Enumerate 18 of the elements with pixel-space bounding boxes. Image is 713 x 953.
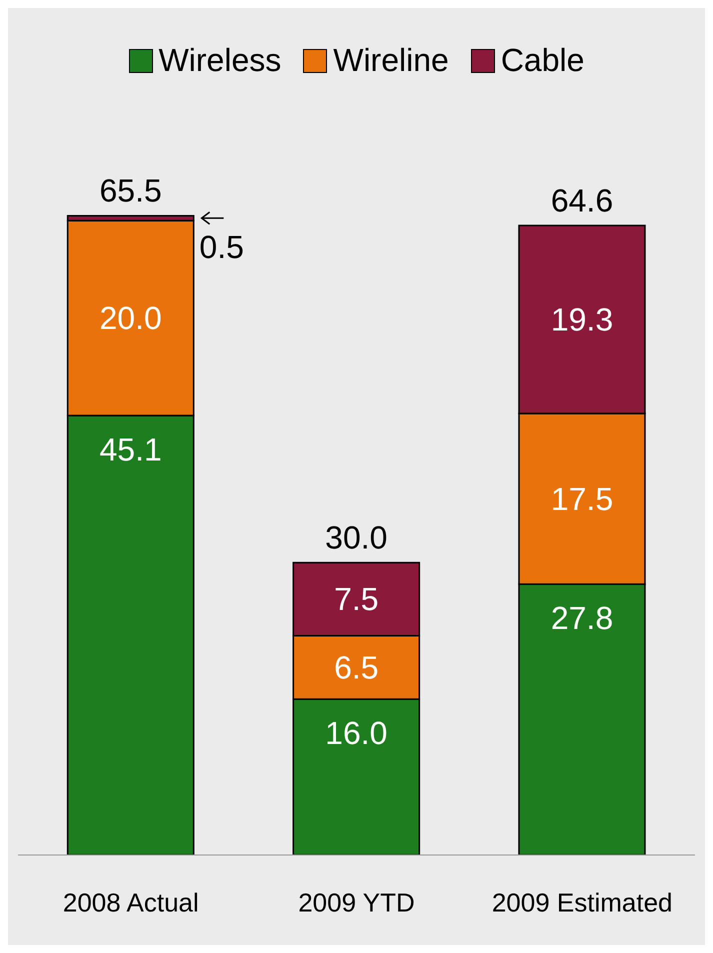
data-label: 16.0	[325, 715, 388, 752]
total-label: 30.0	[325, 520, 388, 556]
data-label: 7.5	[334, 581, 379, 618]
x-tick-label: 2009 YTD	[298, 887, 415, 918]
data-label: 17.5	[550, 480, 614, 517]
data-label: 6.5	[334, 649, 379, 686]
data-label: 19.3	[550, 302, 614, 338]
data-label: 45.1	[100, 431, 162, 468]
legend-label: Cable	[500, 42, 584, 79]
legend-label: Wireline	[332, 42, 449, 79]
data-label: 27.8	[550, 600, 614, 636]
x-tick-label: 2008 Actual	[62, 887, 199, 918]
data-label: 20.0	[100, 300, 162, 336]
total-label: 65.5	[100, 172, 162, 209]
x-tick-label: 2009 Estimated	[492, 887, 673, 918]
total-label: 64.6	[550, 182, 614, 218]
data-label: 0.5	[199, 229, 244, 266]
legend-label: Wireless	[158, 42, 282, 79]
